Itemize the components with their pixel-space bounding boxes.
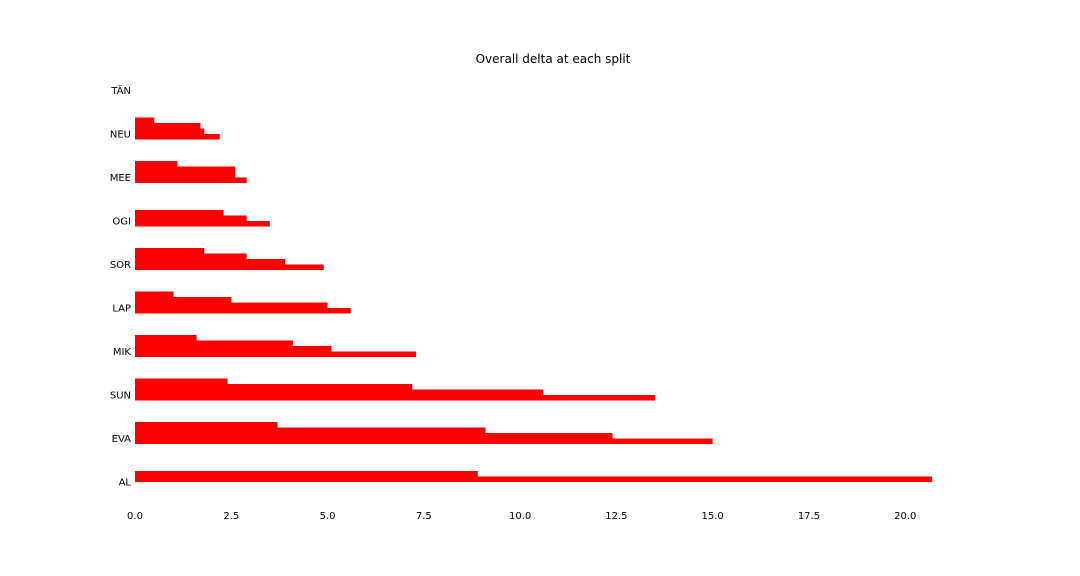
bar [135, 433, 613, 439]
x-axis-labels: 0.0 2.5 5.0 7.5 10.0 12.5 15.0 17.5 20.0 [127, 511, 916, 522]
bar [135, 161, 178, 167]
x-tick-label: 20.0 [894, 511, 916, 522]
bar [135, 248, 205, 254]
bar [135, 340, 293, 346]
bar [135, 384, 413, 390]
bar [135, 308, 351, 314]
chart-title: Overall delta at each split [476, 52, 631, 66]
y-tick-label: TÄN [110, 84, 131, 97]
bar [135, 351, 417, 357]
x-tick-label: 12.5 [605, 511, 627, 522]
bar [135, 117, 155, 123]
y-tick-label: MEE [110, 173, 131, 184]
bar [135, 166, 236, 172]
bar [135, 123, 201, 129]
bar [135, 259, 286, 265]
bar [135, 335, 197, 341]
bar [135, 471, 478, 477]
y-tick-label: LAP [112, 304, 131, 315]
bar [135, 210, 224, 216]
y-tick-label: SUN [110, 391, 131, 402]
bar [135, 134, 220, 140]
bar [135, 302, 328, 308]
bar [135, 395, 655, 401]
bar [135, 378, 228, 384]
x-tick-label: 7.5 [416, 511, 432, 522]
bar [135, 172, 236, 178]
bar [135, 389, 544, 395]
bar [135, 438, 713, 444]
bar [135, 346, 332, 352]
y-tick-label: MIK [113, 347, 132, 358]
y-tick-label: OGI [112, 217, 131, 228]
bar [135, 476, 933, 482]
y-tick-label: SOR [110, 260, 131, 271]
bar [135, 427, 486, 433]
y-tick-label: AL [119, 478, 132, 489]
bar [135, 215, 247, 221]
bar [135, 128, 205, 134]
bar [135, 422, 278, 428]
x-tick-label: 17.5 [798, 511, 820, 522]
x-tick-label: 10.0 [509, 511, 531, 522]
x-tick-label: 15.0 [702, 511, 724, 522]
bar [135, 291, 174, 297]
y-tick-label: NEU [110, 130, 131, 141]
x-tick-label: 5.0 [320, 511, 336, 522]
bar [135, 221, 270, 227]
x-tick-label: 2.5 [223, 511, 239, 522]
y-axis-labels: AL EVA SUN MIK LAP SOR OGI MEE NEU TÄN [110, 84, 132, 489]
bar [135, 297, 232, 303]
bar [135, 177, 247, 183]
bar [135, 253, 247, 259]
bar [135, 264, 324, 270]
y-tick-label: EVA [112, 434, 132, 445]
bars-group [135, 117, 933, 482]
x-tick-label: 0.0 [127, 511, 143, 522]
